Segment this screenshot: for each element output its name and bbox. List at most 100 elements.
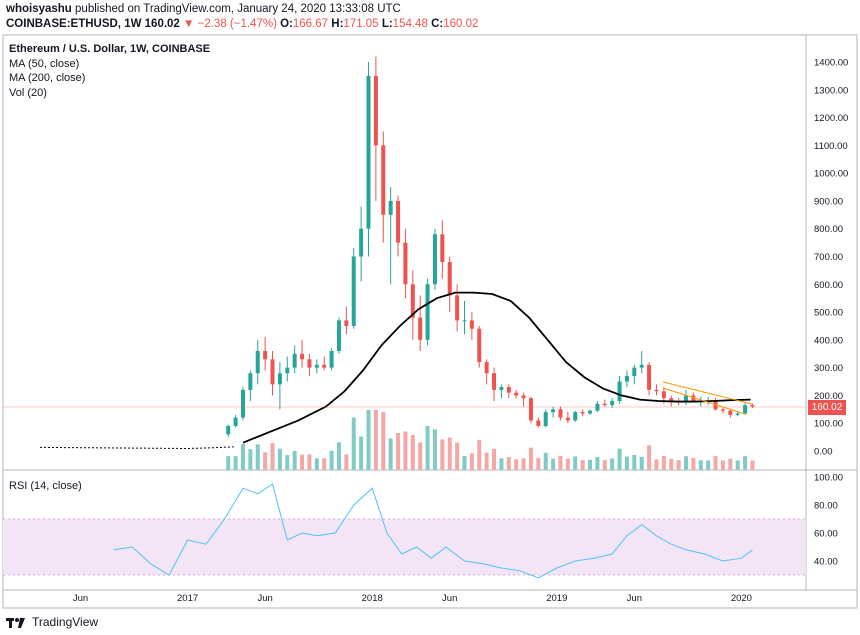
rsi-tick-label: 40.00 [814,557,838,568]
rsi-band [3,519,806,575]
candle-body [632,367,637,376]
volume-bar [610,458,615,470]
volume-bar [624,456,629,470]
candle-body [565,417,570,421]
volume-bar [543,452,548,470]
candle-body [344,320,349,326]
candle-body [617,381,622,401]
current-price: 160.02 [144,18,180,30]
volume-bar [418,442,423,470]
legend-ma200[interactable]: MA (200, close) [9,72,86,84]
candle-body [684,395,689,403]
volume-bar [233,456,238,470]
time-axis: Jun 2017 Jun 2018 Jun 2019 Jun 2020 [73,593,752,604]
volume-bar [255,444,260,470]
volume-bar [639,456,644,470]
candle-body [661,391,666,399]
volume-bar [720,460,725,470]
volume-bar [551,458,556,470]
candle-body [543,412,548,426]
volume-bar [728,458,733,470]
volume-bar [322,458,327,470]
candle-body [588,410,593,414]
volume-bar [588,459,593,470]
volume-bar [455,442,460,470]
brand-name[interactable]: TradingView [32,615,99,629]
candle-body [366,75,371,229]
volume-bar [263,452,268,470]
candle-body [720,409,725,411]
open-value: 166.67 [292,18,329,30]
candle-body [506,387,511,393]
price-tick-label: 1300.00 [814,85,848,96]
volume-bar [484,452,489,470]
price-tick-label: 1000.00 [814,169,848,180]
candle-body [255,350,260,374]
volume-bar [514,459,519,470]
volume-bar [536,457,541,470]
rsi-band-layer [3,518,806,576]
author-name[interactable]: whoisyashu [6,3,72,15]
candle-body [639,364,644,368]
volume-bar [366,410,371,470]
volume-bar [669,458,674,470]
candle-body [292,353,297,368]
volume-bar [743,456,748,470]
candle-body [351,256,356,326]
volume-bar [336,442,341,470]
volume-bar [617,448,622,470]
high-label: H: [331,18,344,30]
candle-body [277,373,282,385]
ma200-line [242,291,751,444]
volume-bar [300,454,305,470]
tradingview-logo-icon [6,618,25,628]
candle-body [425,284,430,340]
candle-body [514,392,519,396]
time-tick-label: Jun [442,593,457,604]
candle-body [743,405,748,414]
volume-bar [277,448,282,470]
candle-body [447,262,452,296]
candle-body [396,200,401,243]
candle-body [647,364,652,390]
price-tick-label: 0.00 [814,447,833,458]
legend-ma50[interactable]: MA (50, close) [9,57,80,70]
last-price-badge: 160.02 [808,400,846,415]
price-tick-label: 1200.00 [814,113,848,124]
candle-body [440,234,445,263]
candle-body [521,395,526,399]
volume-bar [499,458,504,470]
volume-bar [329,450,334,470]
candle-body [654,389,659,392]
publish-line: whoisyashu published on TradingView.com,… [6,3,401,15]
volume-bar [292,451,297,470]
rsi-tick-label: 80.00 [814,501,838,512]
rsi-legend[interactable]: RSI (14, close) [9,480,82,492]
volume-bar [403,431,408,470]
price-tick-label: 200.00 [814,391,843,402]
volume-bar [248,449,253,470]
legend-vol[interactable]: Vol (20) [9,86,47,99]
candle-body [410,284,415,318]
price-tick-label: 900.00 [814,196,843,207]
volume-bar [632,454,637,470]
volume-bar [226,456,231,470]
price-tick-label: 300.00 [814,363,843,374]
candle-body [455,295,460,321]
volume-bar [477,440,482,470]
price-tick-label: 100.00 [814,419,843,430]
volume-bar [351,417,356,470]
candle-body [432,234,437,285]
volume-bar [602,460,607,470]
price-change: ▼ −2.38 (−1.47%) [183,18,277,30]
rsi-axis: 100.00 80.00 60.00 40.00 [814,473,843,568]
volume-bar [388,438,393,470]
volume-bar [661,456,666,470]
ohlc-line: COINBASE:ETHUSD, 1W 160.02 ▼ −2.38 (−1.4… [6,18,478,30]
price-tick-label: 500.00 [814,308,843,319]
candle-body [381,145,386,215]
volume-bar [432,429,437,470]
candle-body [233,417,238,426]
candles-layer [226,56,755,438]
